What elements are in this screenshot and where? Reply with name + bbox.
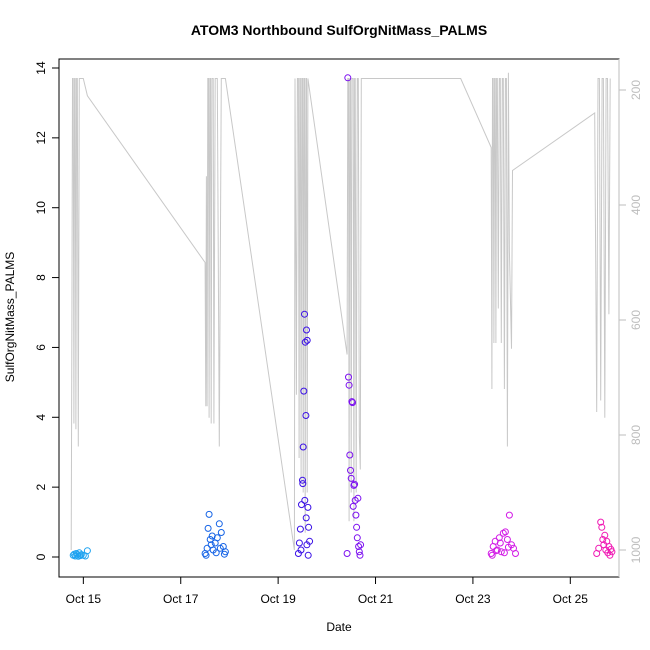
data-point-series-3 [301, 310, 308, 318]
data-point-series-4 [343, 550, 351, 557]
data-point-series-4 [344, 74, 352, 82]
pressure-trace-line [70, 72, 611, 551]
data-point-series-4 [355, 543, 363, 550]
data-point-series-4 [345, 381, 353, 389]
data-point-series-3 [300, 387, 308, 395]
y-tick-label: 10 [34, 201, 48, 215]
data-point-series-4 [349, 399, 356, 407]
data-point-series-3 [299, 480, 307, 488]
x-tick-label: Oct 19 [260, 592, 296, 606]
y2-tick-label: 200 [629, 80, 643, 100]
y2-tick-label: 600 [629, 310, 643, 330]
data-point-series-5 [503, 536, 511, 543]
data-point-series-2 [208, 532, 216, 540]
data-point-series-4 [353, 523, 361, 531]
data-point-series-5 [512, 550, 519, 557]
y2-tick-label: 800 [629, 425, 643, 445]
data-point-series-4 [356, 551, 364, 559]
data-point-series-2 [217, 529, 225, 536]
data-point-series-5 [495, 534, 503, 542]
data-point-series-3 [303, 336, 311, 344]
data-point-series-4 [347, 474, 355, 482]
y2-tick-label: 400 [629, 195, 643, 215]
data-point-series-5 [488, 551, 496, 559]
y2-tick-label: 1000 [629, 536, 643, 563]
data-point-series-4 [357, 541, 365, 549]
data-point-series-6 [599, 536, 607, 543]
data-point-series-3 [302, 514, 310, 522]
data-point-series-4 [350, 481, 358, 489]
data-point-series-3 [303, 326, 310, 334]
data-points-layer [69, 74, 616, 560]
y-axis: 0 2 4 6 8 10 12 14 [34, 61, 59, 560]
pressure-trace-layer [70, 72, 611, 551]
y-tick-label: 2 [34, 483, 48, 490]
data-point-series-3 [297, 546, 305, 554]
data-point-series-2 [206, 536, 214, 543]
data-point-series-3 [301, 338, 309, 346]
data-point-series-2 [220, 550, 228, 558]
data-point-series-6 [601, 531, 609, 539]
data-point-series-3 [296, 525, 304, 533]
data-point-series-4 [345, 373, 352, 381]
data-point-series-5 [496, 539, 504, 547]
data-point-series-6 [595, 544, 603, 552]
data-point-series-4 [346, 451, 354, 459]
data-point-series-2 [205, 510, 213, 518]
y-axis-label: SulfOrgNitMass_PALMS [3, 252, 17, 382]
data-point-series-3 [305, 523, 313, 531]
data-point-series-3 [302, 412, 310, 419]
data-point-series-5 [505, 511, 513, 519]
data-point-series-3 [295, 539, 303, 547]
y2-axis: 200 400 600 800 1000 [618, 59, 643, 577]
data-point-series-3 [301, 496, 309, 504]
data-point-series-3 [304, 551, 312, 559]
x-tick-label: Oct 15 [66, 592, 102, 606]
x-axis: Oct 15 Oct 17 Oct 19 Oct 21 Oct 23 Oct 25 [66, 577, 589, 606]
x-tick-label: Oct 21 [358, 592, 394, 606]
data-point-series-4 [352, 511, 360, 519]
data-point-series-5 [497, 548, 505, 556]
data-point-series-4 [353, 534, 361, 542]
data-point-series-5 [504, 543, 512, 551]
y-tick-label: 6 [34, 344, 48, 351]
y-tick-label: 8 [34, 274, 48, 281]
data-point-series-4 [347, 466, 354, 474]
data-point-series-4 [351, 480, 359, 488]
data-point-series-6 [598, 523, 606, 531]
data-point-series-4 [355, 548, 363, 556]
data-point-series-2 [215, 520, 223, 528]
data-point-series-1 [76, 552, 84, 560]
x-axis-label: Date [326, 620, 352, 634]
x-tick-label: Oct 23 [455, 592, 491, 606]
data-point-series-3 [299, 443, 307, 451]
data-point-series-2 [204, 524, 212, 532]
data-point-series-5 [493, 546, 501, 554]
data-point-series-5 [500, 549, 508, 557]
data-point-series-2 [216, 544, 224, 552]
plot-frame [58, 58, 620, 578]
data-point-series-2 [212, 549, 220, 557]
data-point-series-2 [203, 544, 211, 552]
data-point-series-3 [299, 476, 306, 484]
data-point-series-5 [501, 528, 509, 536]
data-point-series-2 [202, 551, 210, 559]
data-point-series-1 [83, 547, 91, 555]
data-point-series-3 [298, 501, 305, 509]
y-tick-label: 14 [34, 61, 48, 75]
x-tick-label: Oct 25 [553, 592, 589, 606]
y-tick-label: 0 [34, 553, 48, 560]
data-point-series-4 [349, 502, 357, 510]
data-point-series-5 [492, 547, 500, 555]
data-point-series-4 [354, 494, 362, 502]
x-tick-label: Oct 17 [163, 592, 199, 606]
data-point-series-6 [608, 548, 616, 556]
data-point-series-6 [597, 518, 605, 526]
data-point-series-3 [303, 541, 311, 549]
y-tick-label: 4 [34, 414, 48, 421]
chart-title: ATOM3 Northbound SulfOrgNitMass_PALMS [191, 22, 487, 38]
data-point-series-3 [304, 503, 312, 511]
y-tick-label: 12 [34, 131, 48, 145]
